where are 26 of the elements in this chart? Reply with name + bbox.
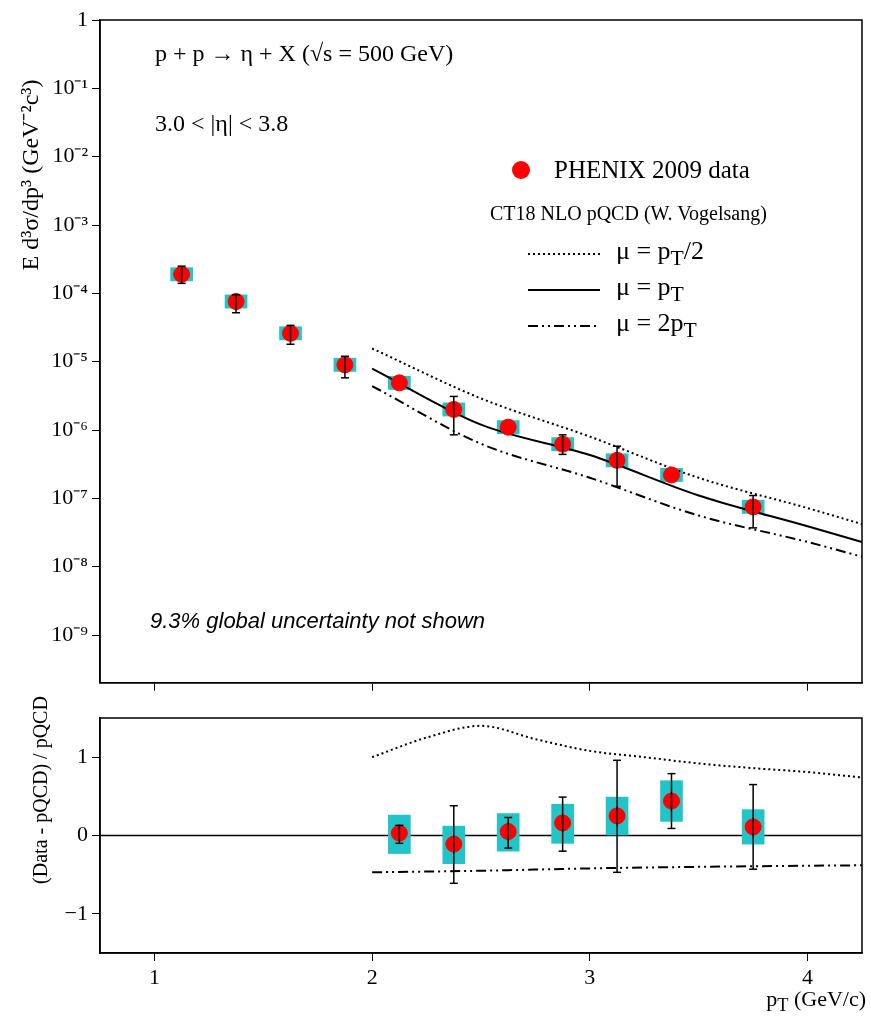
y-tick-label: 10⁻¹	[52, 74, 88, 100]
y-tick-label: 1	[77, 5, 88, 31]
legend-label: μ = p$_{T}$	[616, 272, 684, 308]
y-axis-title: (Data - pQCD) / pQCD	[28, 696, 52, 884]
x-tick-label: 2	[366, 963, 378, 989]
y-axis-title: E d³σ/dp³ (GeV⁻²c³)	[15, 79, 44, 271]
x-tick-label: 3	[584, 963, 596, 989]
legend-label: PHENIX 2009 data	[554, 156, 750, 184]
y-tick-label: −1	[64, 899, 88, 925]
y-tick-label: 10⁻⁷	[51, 484, 88, 510]
y-tick-label: 10⁻⁸	[51, 552, 88, 578]
annotation: 9.3% global uncertainty not shown	[150, 608, 486, 634]
legend-label: μ = p$_{T}$/2	[616, 236, 705, 272]
y-tick-label: 0	[77, 821, 88, 847]
annotation: p + p → η + X (√s = 500 GeV)	[155, 40, 454, 67]
annotation: 3.0 < |η| < 3.8	[155, 110, 289, 137]
y-tick-label: 10⁻⁹	[51, 620, 89, 646]
legend-title: CT18 NLO pQCD (W. Vogelsang)	[490, 201, 767, 227]
y-tick-label: 10⁻⁵	[51, 347, 88, 373]
y-tick-label: 10⁻²	[52, 142, 89, 168]
y-tick-label: 1	[77, 742, 88, 768]
y-tick-label: 10⁻³	[52, 210, 89, 236]
y-tick-label: 10⁻⁴	[51, 279, 89, 305]
y-tick-label: 10⁻⁶	[51, 415, 88, 441]
legend-label: μ = 2p$_{T}$	[616, 308, 697, 344]
x-tick-label: 1	[148, 963, 160, 989]
